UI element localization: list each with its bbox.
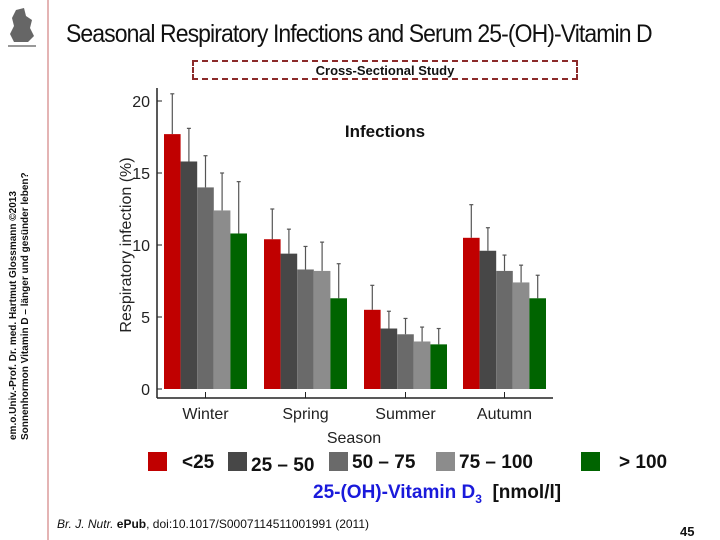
bar: [330, 298, 347, 389]
bar: [529, 298, 546, 389]
bar: [430, 344, 447, 389]
bar: [297, 269, 314, 389]
bar: [397, 334, 414, 389]
bar: [496, 270, 513, 389]
bar: [197, 187, 214, 389]
y-tick-label: 10: [132, 238, 150, 255]
bar: [364, 309, 381, 389]
legend-label: 25 – 50: [251, 455, 315, 476]
reference-doi: , doi:10.1017/S0007114511001991 (2011): [146, 517, 370, 531]
bar: [213, 210, 231, 389]
x-tick-label: Summer: [375, 406, 436, 423]
slide-title: Seasonal Respiratory Infections and Seru…: [66, 20, 653, 48]
legend-swatch: [228, 452, 247, 471]
bar: [479, 250, 497, 389]
legend-unit: 25-(OH)-Vitamin D3 [nmol/l]: [313, 482, 561, 506]
y-axis-label: Respiratory infection (%): [118, 157, 135, 332]
chart-title: Infections: [345, 122, 425, 141]
legend-label: > 100: [619, 452, 668, 473]
bar: [463, 237, 480, 389]
legend-label: <25: [182, 452, 215, 473]
y-tick-label: 20: [132, 94, 150, 111]
bar: [512, 282, 530, 389]
bar: [413, 341, 431, 389]
bar: [180, 161, 198, 389]
x-tick-label: Winter: [182, 406, 229, 423]
study-type-box: Cross-Sectional Study: [192, 60, 578, 80]
x-tick-label: Autumn: [477, 406, 532, 423]
bar: [164, 134, 181, 389]
x-tick-label: Spring: [282, 406, 328, 423]
reference-journal: Br. J. Nutr.: [57, 517, 114, 531]
slide-divider-line: [47, 0, 49, 540]
legend-swatch: [436, 452, 455, 471]
y-tick-label: 5: [141, 310, 150, 327]
page-number: 45: [680, 524, 695, 539]
bar: [280, 253, 298, 389]
legend-swatch: [581, 452, 600, 471]
legend-label: 75 – 100: [459, 452, 533, 473]
logo-image: [8, 8, 36, 47]
y-tick-label: 0: [141, 382, 150, 399]
legend-swatch: [148, 452, 167, 471]
bar: [264, 239, 281, 389]
bar: [380, 328, 398, 389]
legend-label: 50 – 75: [352, 452, 416, 473]
reference: Br. J. Nutr. ePub, doi:10.1017/S00071145…: [57, 517, 369, 531]
legend-swatch: [329, 452, 348, 471]
bar: [313, 270, 331, 389]
legend-unit-prefix: 25-(OH)-Vitamin D: [313, 482, 476, 503]
y-tick-label: 15: [132, 166, 150, 183]
legend-unit-suffix: [nmol/l]: [492, 482, 562, 503]
x-axis-label: Season: [327, 430, 381, 447]
reference-epub: ePub: [116, 517, 147, 531]
bar: [230, 233, 247, 389]
legend-unit-subscript: 3: [475, 491, 482, 506]
